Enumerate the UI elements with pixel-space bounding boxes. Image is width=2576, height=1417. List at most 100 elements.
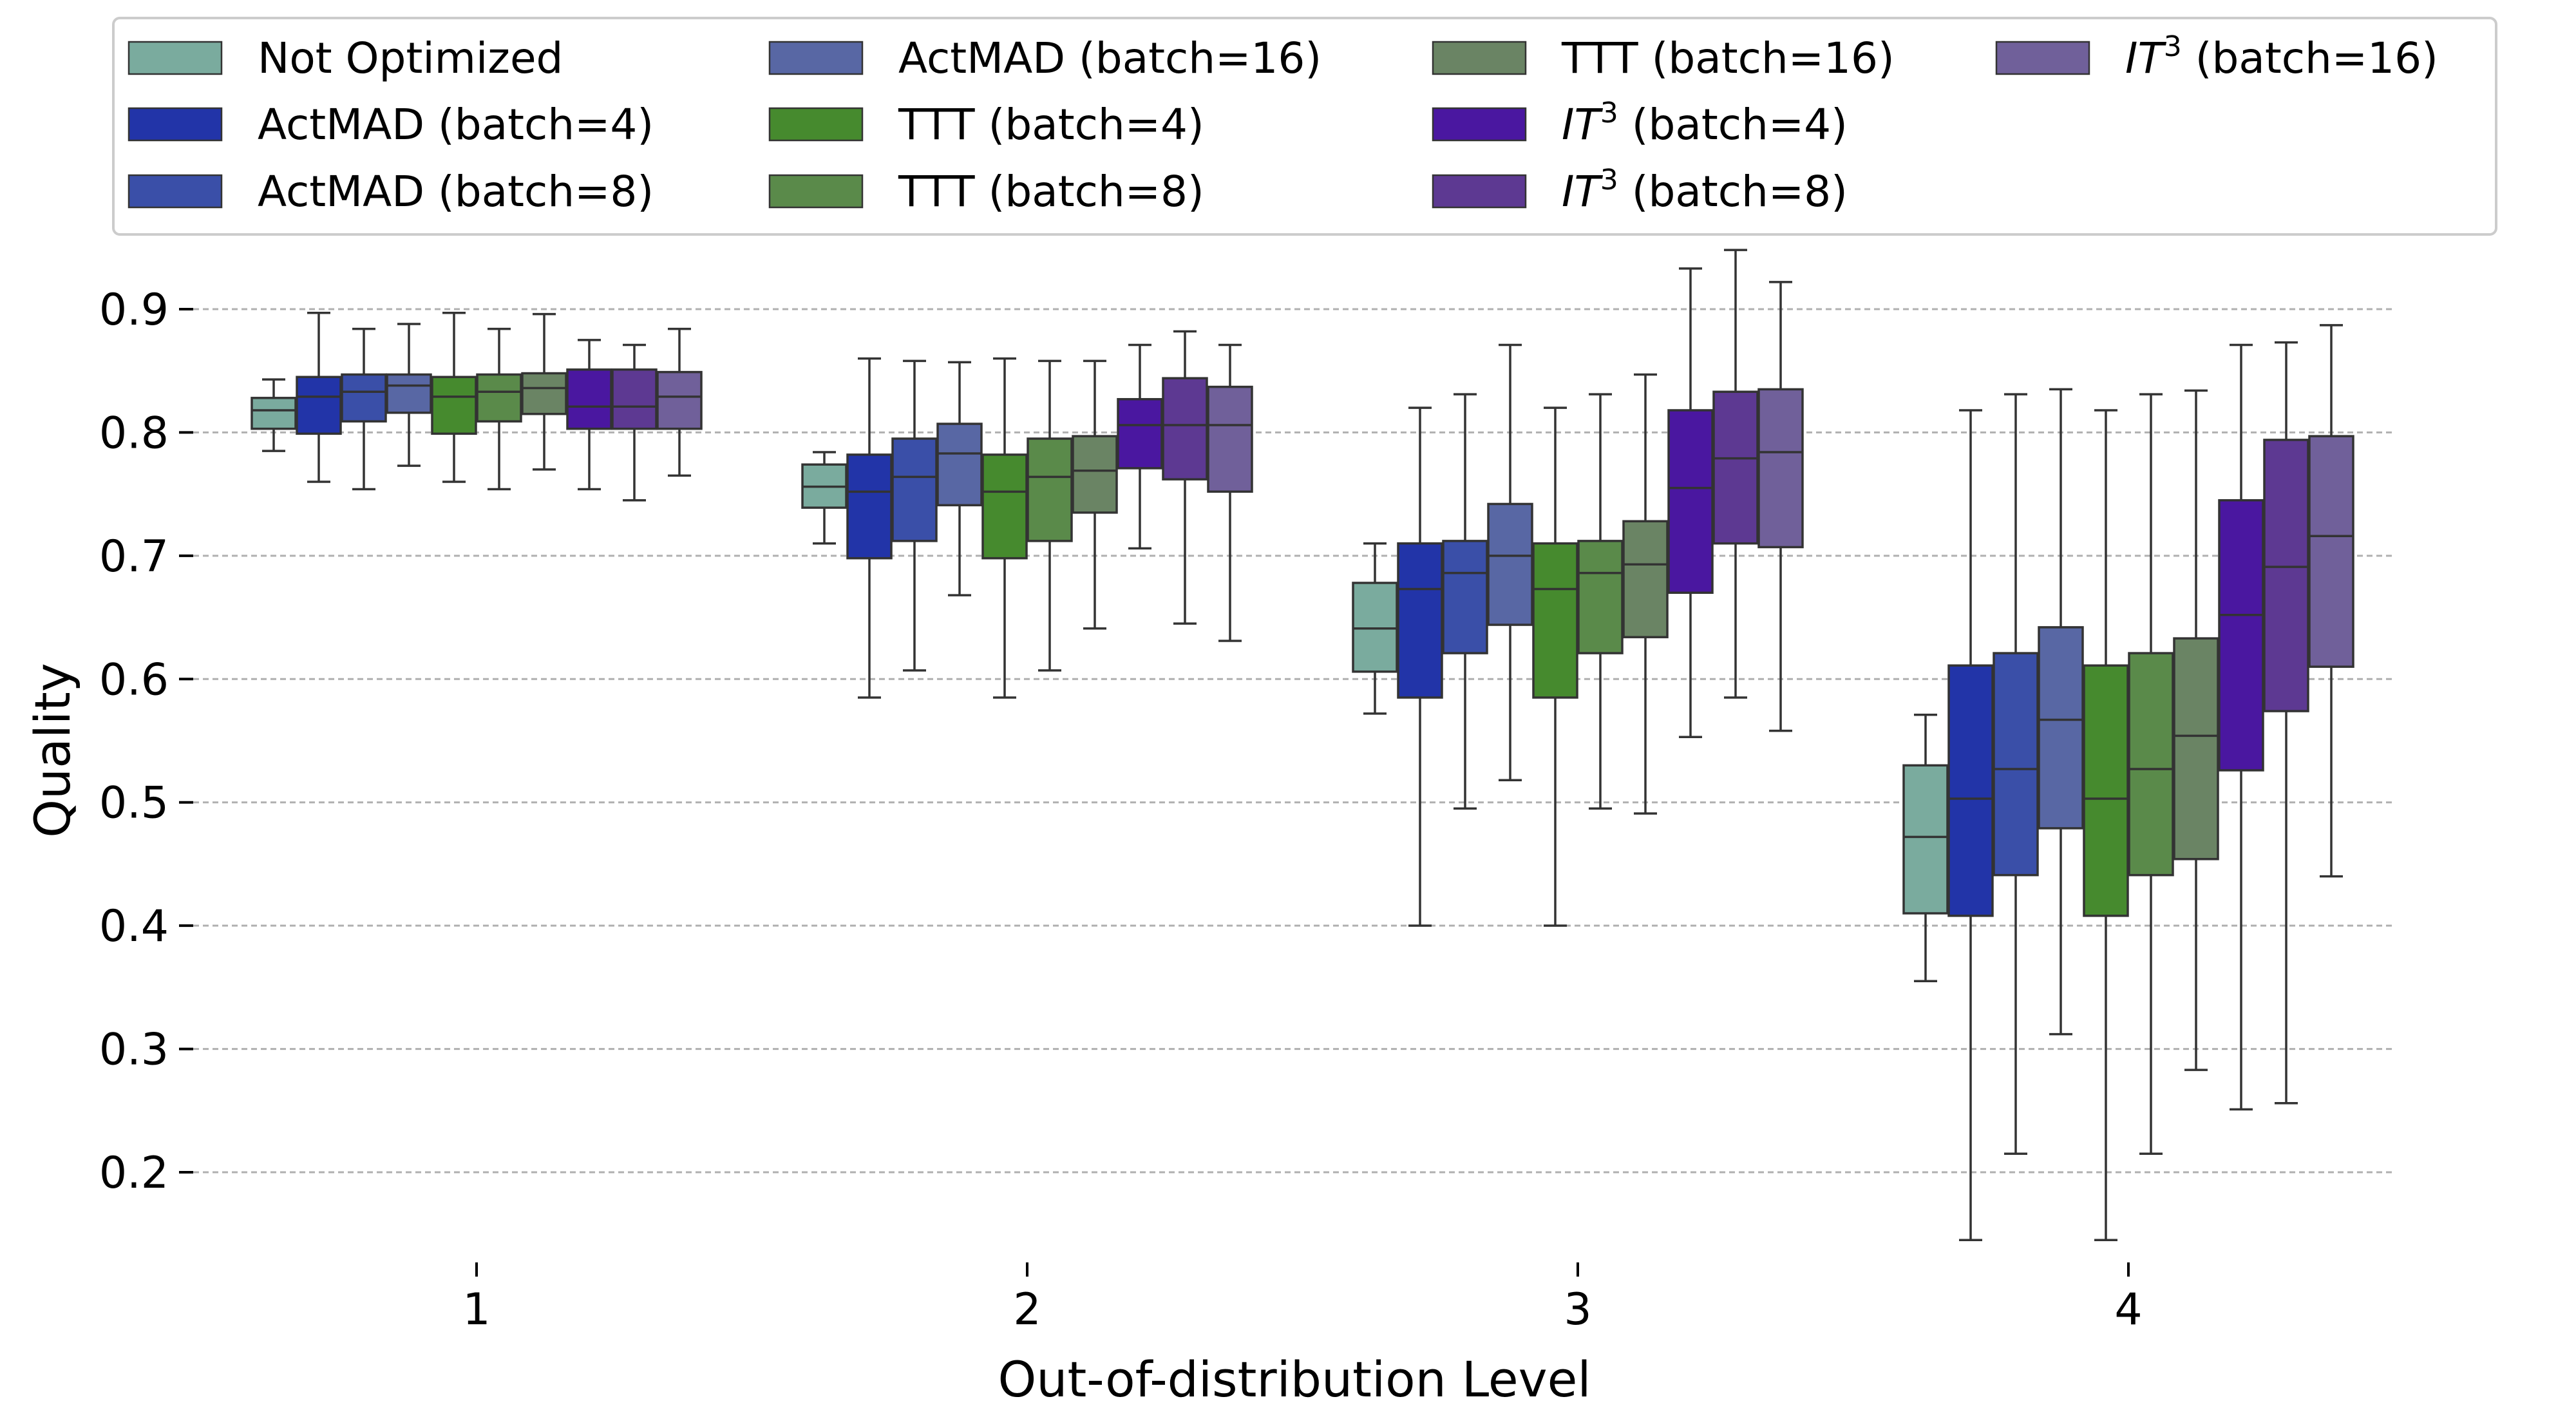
legend-label: ActMAD (batch=4) <box>258 100 654 149</box>
box-1-level-2 <box>801 451 848 545</box>
x-tick-label: 2 <box>1013 1284 1041 1335</box>
x-tick-label: 3 <box>1564 1284 1591 1335</box>
plot-area <box>251 249 2354 1242</box>
box-3-level-1 <box>341 327 387 491</box>
box-4-level-4 <box>2038 388 2084 1036</box>
box-body <box>1027 437 1073 542</box>
box-5-level-1 <box>431 311 477 483</box>
box-body <box>1442 540 1488 654</box>
box-body <box>431 376 477 435</box>
box-7-level-1 <box>521 312 567 471</box>
legend-swatch <box>1432 41 1527 75</box>
box-3-level-2 <box>891 359 938 672</box>
box-2-level-4 <box>1947 409 1994 1242</box>
box-body <box>341 373 387 423</box>
box-body <box>1487 502 1533 626</box>
box-body <box>846 453 893 560</box>
box-body <box>476 373 522 423</box>
box-1-level-1 <box>251 378 297 452</box>
y-tick-label: 0.7 <box>99 531 169 582</box>
box-body <box>2308 435 2354 668</box>
box-10-level-1 <box>656 327 703 477</box>
legend-swatch <box>1432 174 1527 209</box>
legend-label: IT3 (batch=16) <box>2125 30 2438 83</box>
legend-swatch <box>1995 41 2090 75</box>
legend-swatch <box>768 41 864 75</box>
y-tick-label: 0.5 <box>99 778 169 829</box>
box-9-level-4 <box>2263 341 2309 1105</box>
x-tick-label: 4 <box>2114 1284 2142 1335</box>
box-6-level-3 <box>1577 393 1624 810</box>
box-body <box>2083 664 2129 917</box>
box-body <box>1757 388 1804 549</box>
box-body <box>296 376 342 435</box>
box-body <box>251 397 297 430</box>
box-9-level-2 <box>1162 330 1208 625</box>
box-body <box>1993 652 2039 877</box>
box-8-level-1 <box>566 339 612 491</box>
box-6-level-2 <box>1027 359 1073 672</box>
box-body <box>2173 637 2219 861</box>
x-axis-label: Out-of-distribution Level <box>998 1351 1591 1408</box>
box-6-level-1 <box>476 327 522 491</box>
box-body <box>566 368 612 430</box>
box-9-level-3 <box>1712 249 1759 699</box>
box-body <box>1532 542 1578 699</box>
box-body <box>2128 652 2174 877</box>
box-5-level-3 <box>1532 406 1578 927</box>
box-body <box>1902 764 1949 915</box>
box-body <box>521 372 567 415</box>
grid-lines <box>193 308 2396 1174</box>
box-body <box>386 373 432 414</box>
box-10-level-3 <box>1757 281 1804 732</box>
box-body <box>1207 385 1253 493</box>
box-body <box>1712 390 1759 545</box>
legend-label: ActMAD (batch=16) <box>898 33 1321 83</box>
legend-label: TTT (batch=4) <box>898 100 1204 149</box>
box-6-level-4 <box>2128 393 2174 1155</box>
box-body <box>1117 397 1163 470</box>
box-body <box>2218 499 2264 772</box>
box-body <box>1162 377 1208 480</box>
box-1-level-4 <box>1902 714 1949 983</box>
box-8-level-3 <box>1667 267 1714 739</box>
axes: Quality Out-of-distribution Level 0.2 0.3… <box>24 285 2143 1408</box>
box-7-level-3 <box>1622 373 1669 815</box>
box-7-level-2 <box>1072 359 1118 630</box>
y-tick-label: 0.3 <box>99 1025 169 1076</box>
box-body <box>611 368 658 430</box>
box-7-level-4 <box>2173 389 2219 1071</box>
y-tick-label: 0.6 <box>99 654 169 705</box>
y-tick-label: 0.8 <box>99 408 169 459</box>
y-tick-label: 0.9 <box>99 285 169 336</box>
legend-swatch <box>1432 107 1527 142</box>
legend-swatch <box>128 41 223 75</box>
box-5-level-4 <box>2083 409 2129 1242</box>
box-5-level-2 <box>981 357 1028 699</box>
box-4-level-2 <box>936 361 983 596</box>
box-3-level-3 <box>1442 393 1488 810</box>
box-3-level-4 <box>1993 393 2039 1155</box>
box-body <box>1352 582 1398 673</box>
box-body <box>1397 542 1443 699</box>
box-8-level-2 <box>1117 343 1163 550</box>
legend-label: TTT (batch=16) <box>1561 33 1895 83</box>
box-1-level-3 <box>1352 542 1398 715</box>
legend-swatch <box>128 107 223 142</box>
box-body <box>656 370 703 430</box>
legend-label: TTT (batch=8) <box>898 167 1204 216</box>
box-body <box>1577 540 1624 654</box>
box-10-level-4 <box>2308 324 2354 878</box>
box-2-level-1 <box>296 311 342 483</box>
y-tick-label: 0.4 <box>99 901 169 952</box>
legend-label: IT3 (batch=4) <box>1562 97 1848 149</box>
box-4-level-1 <box>386 323 432 467</box>
box-9-level-1 <box>611 343 658 502</box>
box-body <box>1072 435 1118 514</box>
legend-swatch <box>128 174 223 209</box>
box-2-level-3 <box>1397 406 1443 927</box>
legend-label: ActMAD (batch=8) <box>258 167 654 216</box>
box-body <box>1947 664 1994 917</box>
legend: Not Optimized ActMAD (batch=4) ActMAD (bat… <box>112 17 2497 236</box>
